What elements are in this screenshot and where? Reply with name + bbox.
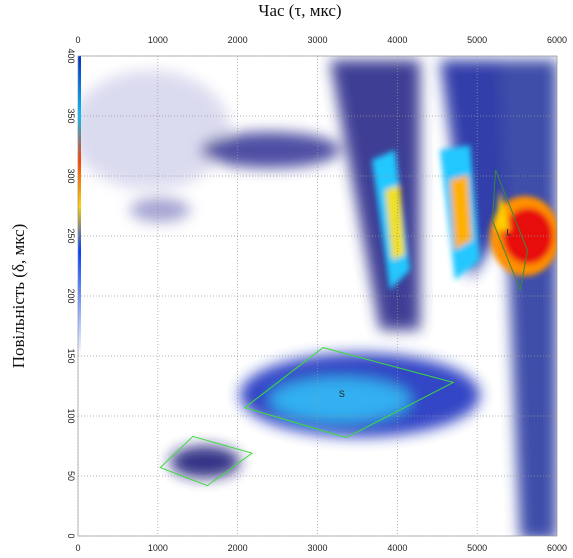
- x-tick-label-top: 0: [75, 35, 80, 45]
- x-tick-label: 2000: [228, 543, 248, 553]
- y-axis-title: Повільність (δ, мкс): [9, 224, 28, 369]
- y-tick-label: 100: [66, 408, 76, 423]
- heatmap-field: [78, 60, 557, 536]
- color-strip: [78, 56, 81, 356]
- x-tick-label-top: 6000: [547, 35, 567, 45]
- y-tick-label: 0: [66, 533, 76, 538]
- x-tick-label-top: 5000: [467, 35, 487, 45]
- x-tick-label: 4000: [387, 543, 407, 553]
- x-tick-label: 3000: [307, 543, 327, 553]
- y-tick-label: 250: [66, 228, 76, 243]
- region-label: L: [506, 228, 511, 238]
- x-tick-label-top: 3000: [307, 35, 327, 45]
- y-tick-label: 50: [66, 471, 76, 481]
- x-tick-label: 1000: [148, 543, 168, 553]
- y-tick-label: 200: [66, 288, 76, 303]
- x-tick-label-top: 2000: [228, 35, 248, 45]
- y-tick-label: 350: [66, 108, 76, 123]
- x-axis-title: Час (τ, мкс): [258, 1, 341, 20]
- y-tick-label: 150: [66, 348, 76, 363]
- x-tick-label-top: 4000: [387, 35, 407, 45]
- y-tick-label: 300: [66, 168, 76, 183]
- x-tick-label-top: 1000: [148, 35, 168, 45]
- y-tick-label: 400: [66, 48, 76, 63]
- region-outline: [159, 435, 254, 487]
- x-tick-label: 0: [75, 543, 80, 553]
- region-outline: [243, 347, 455, 439]
- region-outline: [491, 169, 528, 292]
- region-label: S: [339, 389, 345, 399]
- x-tick-label: 5000: [467, 543, 487, 553]
- x-tick-label: 6000: [547, 543, 567, 553]
